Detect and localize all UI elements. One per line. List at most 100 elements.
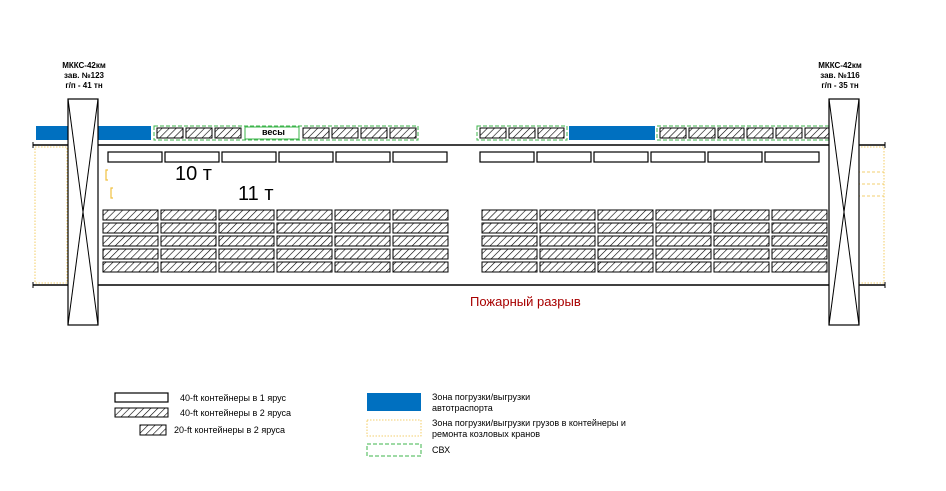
crane-capacity: г/п - 35 тн	[821, 81, 859, 90]
container-40ft-double	[276, 235, 333, 247]
container-20ft-double	[537, 127, 565, 139]
container-40ft-double	[102, 261, 159, 273]
container-20ft-double	[214, 127, 242, 139]
container-40ft-single	[479, 151, 535, 163]
crane-serial: зав. №123	[64, 71, 104, 80]
container-40ft-double	[218, 261, 275, 273]
container-20ft-double	[389, 127, 417, 139]
container-20ft-double	[717, 127, 745, 139]
container-40ft-double	[276, 209, 333, 221]
container-40ft-double	[334, 261, 391, 273]
container-40ft-double	[655, 209, 712, 221]
container-40ft-double	[713, 222, 770, 234]
container-40ft-double	[713, 235, 770, 247]
container-40ft-double	[102, 248, 159, 260]
legend-double-tier-40ft: 40-ft контейнеры в 2 яруса	[180, 408, 291, 418]
container-40ft-double	[392, 248, 449, 260]
container-20ft-double	[804, 127, 832, 139]
legend-double-tier-20ft: 20-ft контейнеры в 2 яруса	[174, 425, 285, 435]
container-40ft-double	[771, 209, 828, 221]
container-40ft-double	[539, 209, 596, 221]
legend-truck-zone: Зона погрузки/выгрузки автотраспорта	[432, 392, 531, 413]
container-40ft-double	[102, 209, 159, 221]
container-40ft-double	[539, 222, 596, 234]
container-40ft-single	[335, 151, 391, 163]
weight-label-10t: 10 т	[175, 163, 212, 185]
legend-swatch-double-20ft	[139, 424, 167, 436]
container-40ft-double	[334, 235, 391, 247]
scale-label: весы	[262, 127, 285, 137]
container-40ft-double	[160, 261, 217, 273]
container-40ft-single	[707, 151, 763, 163]
container-20ft-double	[302, 127, 330, 139]
container-20ft-double	[688, 127, 716, 139]
container-40ft-double	[218, 248, 275, 260]
container-40ft-double	[771, 235, 828, 247]
container-40ft-double	[334, 209, 391, 221]
container-40ft-double	[655, 222, 712, 234]
cargo-zone-left	[34, 146, 68, 284]
crane-capacity: г/п - 41 тн	[65, 81, 103, 90]
truck-zone-right	[569, 126, 655, 140]
container-40ft-double	[160, 222, 217, 234]
container-40ft-single	[107, 151, 163, 163]
container-40ft-double	[539, 248, 596, 260]
container-40ft-double	[713, 209, 770, 221]
container-40ft-single	[536, 151, 592, 163]
container-40ft-double	[597, 222, 654, 234]
container-40ft-double	[276, 248, 333, 260]
container-40ft-single	[650, 151, 706, 163]
container-40ft-double	[102, 222, 159, 234]
container-40ft-double	[392, 209, 449, 221]
crane-serial: зав. №116	[820, 71, 860, 80]
container-40ft-double	[276, 261, 333, 273]
container-40ft-double	[713, 261, 770, 273]
container-40ft-double	[539, 235, 596, 247]
legend-swatch-cargo-zone	[366, 419, 422, 437]
container-40ft-double	[539, 261, 596, 273]
container-40ft-double	[597, 209, 654, 221]
container-40ft-single	[278, 151, 334, 163]
container-40ft-single	[764, 151, 820, 163]
container-40ft-double	[655, 235, 712, 247]
container-40ft-double	[218, 222, 275, 234]
container-40ft-double	[713, 248, 770, 260]
container-40ft-double	[481, 235, 538, 247]
container-40ft-double	[334, 248, 391, 260]
scale-box	[244, 126, 300, 140]
legend-single-tier-40ft: 40-ft контейнеры в 1 ярус	[180, 393, 286, 403]
container-20ft-double	[659, 127, 687, 139]
container-20ft-double	[185, 127, 213, 139]
legend-customs-zone: СВХ	[432, 445, 451, 455]
container-20ft-double	[508, 127, 536, 139]
container-40ft-single	[164, 151, 220, 163]
crane-model: МККС-42км	[62, 61, 106, 70]
crane-bracing	[828, 98, 860, 326]
container-20ft-double	[331, 127, 359, 139]
weight-label-11t: 11 т	[238, 183, 274, 205]
container-40ft-double	[102, 235, 159, 247]
customs-zone	[153, 125, 419, 141]
cargo-zone-bracket	[105, 169, 108, 181]
container-40ft-double	[481, 261, 538, 273]
legend-swatch-double-40ft	[114, 407, 169, 418]
crane-bracing	[67, 98, 99, 326]
container-40ft-double	[481, 222, 538, 234]
container-40ft-double	[160, 209, 217, 221]
container-40ft-double	[218, 235, 275, 247]
container-40ft-double	[334, 222, 391, 234]
legend-swatch-customs-zone	[366, 443, 422, 457]
container-20ft-double	[156, 127, 184, 139]
container-40ft-double	[481, 209, 538, 221]
container-40ft-double	[218, 209, 275, 221]
container-40ft-single	[221, 151, 277, 163]
customs-zone	[476, 125, 568, 141]
container-40ft-double	[160, 248, 217, 260]
cargo-zone-bracket	[110, 187, 113, 199]
container-40ft-single	[593, 151, 649, 163]
container-40ft-double	[160, 235, 217, 247]
crane-model: МККС-42км	[818, 61, 862, 70]
container-40ft-double	[655, 248, 712, 260]
container-40ft-double	[771, 248, 828, 260]
